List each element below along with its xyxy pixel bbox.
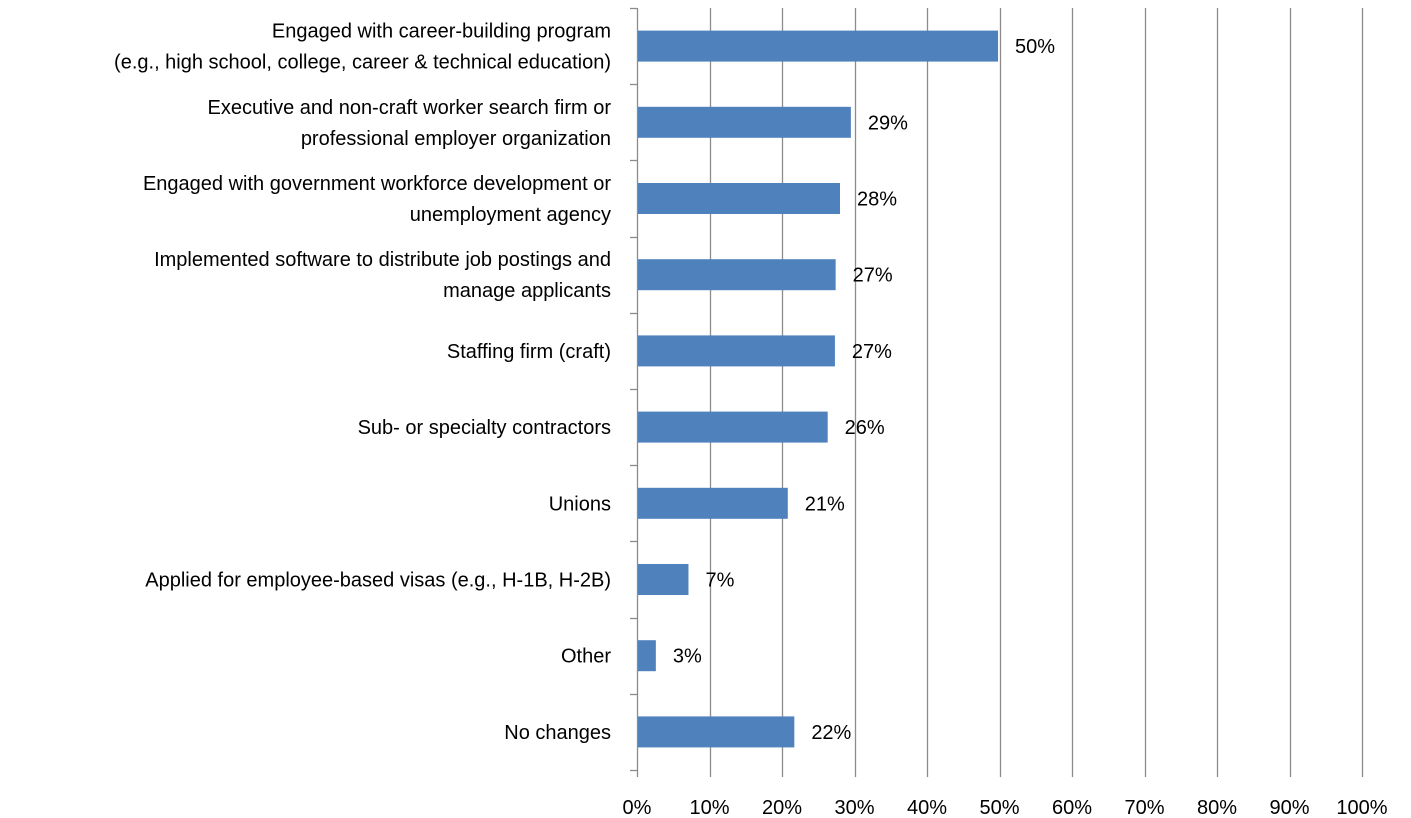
x-tick-label: 40% [907,797,947,818]
bar [638,411,828,443]
category-label-line: Staffing firm (craft) [447,341,611,363]
bar [638,106,851,138]
category-label: Engaged with career-building program (e.g… [114,21,611,74]
x-tick-label: 0% [623,797,652,818]
x-tick-label: 60% [1052,797,1092,818]
category-label-line: Sub- or specialty contractors [358,417,611,439]
data-label: 22% [811,722,851,744]
category-label: Unions [549,493,611,515]
category-label-line: unemployment agency [410,204,611,226]
y-axis [630,7,639,772]
x-tick-label: 100% [1336,797,1387,818]
data-labels: 50% 29% 28% 27% 27% 26% 21% 7% 3% 22% [673,36,1055,744]
category-label: Applied for employee-based visas (e.g., … [145,570,611,592]
category-label-line: Other [561,646,611,668]
bars [638,30,999,748]
bar [638,487,788,519]
data-label: 21% [805,493,845,515]
x-tick-label: 30% [834,797,874,818]
data-label: 28% [857,189,897,211]
category-label-line: Unions [549,493,611,515]
category-label: Implemented software to distribute job p… [154,249,611,302]
x-tick-label: 70% [1124,797,1164,818]
category-label-line: Implemented software to distribute job p… [154,249,611,271]
bar [638,564,689,595]
data-label: 27% [853,265,893,287]
category-label-line: (e.g., high school, college, career & te… [114,52,611,74]
data-label: 3% [673,646,702,668]
x-tick-label: 90% [1269,797,1309,818]
data-label: 27% [852,341,892,363]
bar [638,716,795,748]
category-label-line: Engaged with government workforce develo… [143,173,611,195]
category-label: Other [561,646,611,668]
data-label: 29% [868,112,908,134]
bar [638,259,836,291]
category-label-line: Applied for employee-based visas (e.g., … [145,570,611,592]
category-label-line: manage applicants [443,280,611,302]
category-label: Executive and non-craft worker search fi… [208,97,612,150]
data-label: 50% [1015,36,1055,58]
x-tick-label: 80% [1197,797,1237,818]
bar [638,183,840,214]
category-labels: Engaged with career-building program (e.g… [114,21,611,744]
category-label: Sub- or specialty contractors [358,417,611,439]
x-axis-ticks: 0% 10% 20% 30% 40% 50% 60% 70% 80% 90% 100% [623,770,1388,818]
category-label: Staffing firm (craft) [447,341,611,363]
category-label-line: professional employer organization [301,128,611,150]
category-label: No changes [504,722,611,744]
x-tick-label: 50% [979,797,1019,818]
category-label: Engaged with government workforce develo… [143,173,611,226]
category-label-line: Engaged with career-building program [272,21,611,43]
x-tick-label: 20% [762,797,802,818]
bar [638,30,999,62]
bar [638,640,656,672]
bar [638,335,835,367]
category-label-line: Executive and non-craft worker search fi… [208,97,612,119]
data-label: 7% [705,570,734,592]
category-label-line: No changes [504,722,611,744]
data-label: 26% [845,417,885,439]
x-tick-label: 10% [689,797,729,818]
